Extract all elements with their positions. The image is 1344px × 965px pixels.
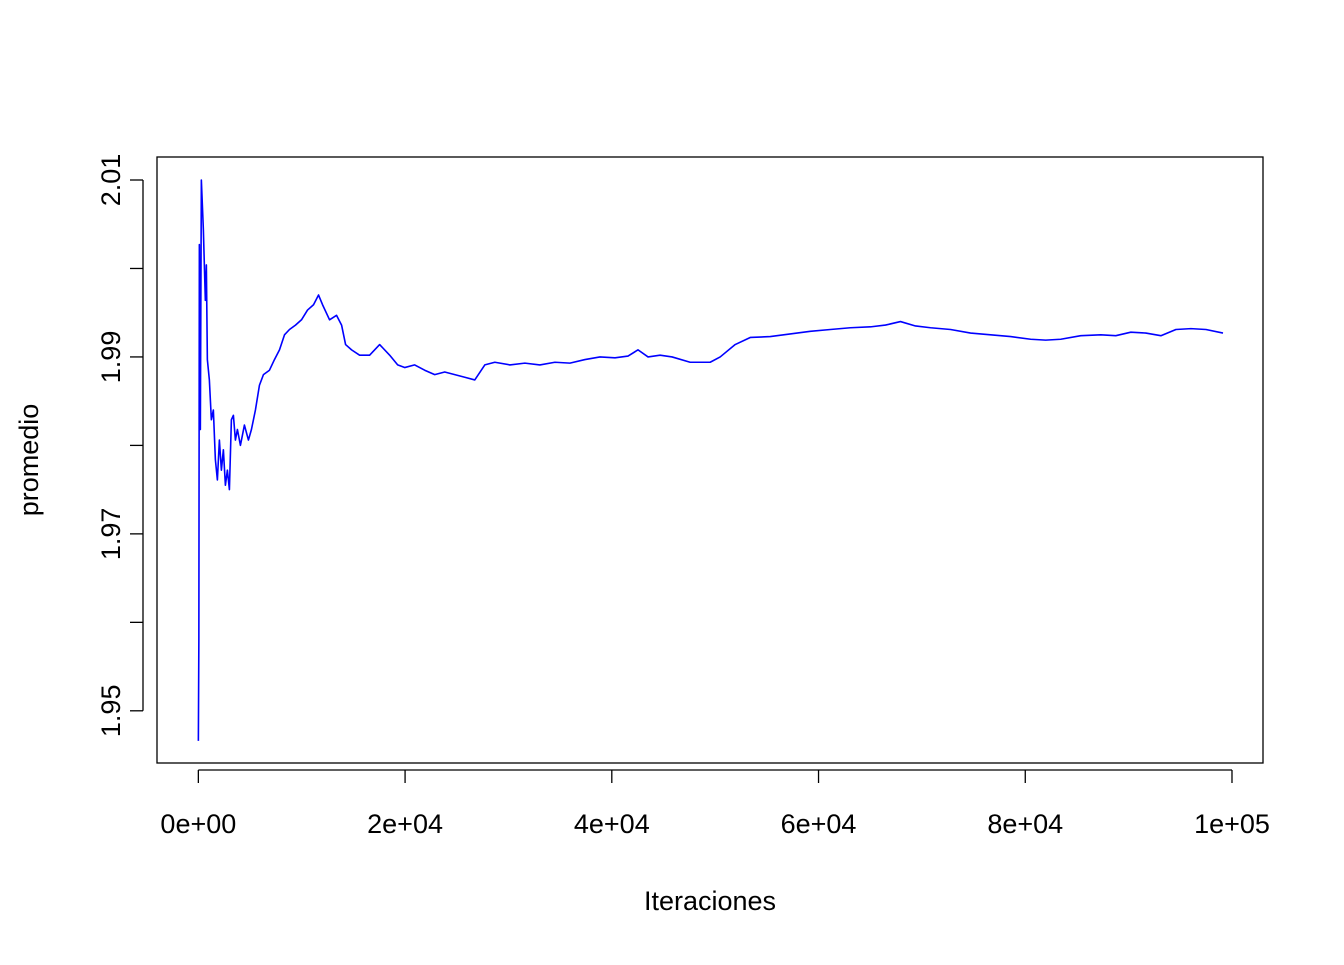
y-tick-label: 1.95	[96, 685, 126, 738]
x-tick-label: 6e+04	[781, 809, 857, 839]
data-line	[197, 179, 1224, 741]
x-axis-title: Iteraciones	[644, 886, 776, 916]
y-tick-label: 1.97	[96, 508, 126, 561]
y-axis-title: promedio	[14, 404, 44, 517]
x-tick-label: 8e+04	[987, 809, 1063, 839]
x-tick-label: 2e+04	[367, 809, 443, 839]
x-tick-label: 0e+00	[160, 809, 236, 839]
x-tick-label: 4e+04	[574, 809, 650, 839]
x-tick-label: 1e+05	[1194, 809, 1270, 839]
y-tick-label: 1.99	[96, 331, 126, 384]
plot-frame	[156, 156, 1264, 764]
y-tick-label: 2.01	[96, 154, 126, 207]
